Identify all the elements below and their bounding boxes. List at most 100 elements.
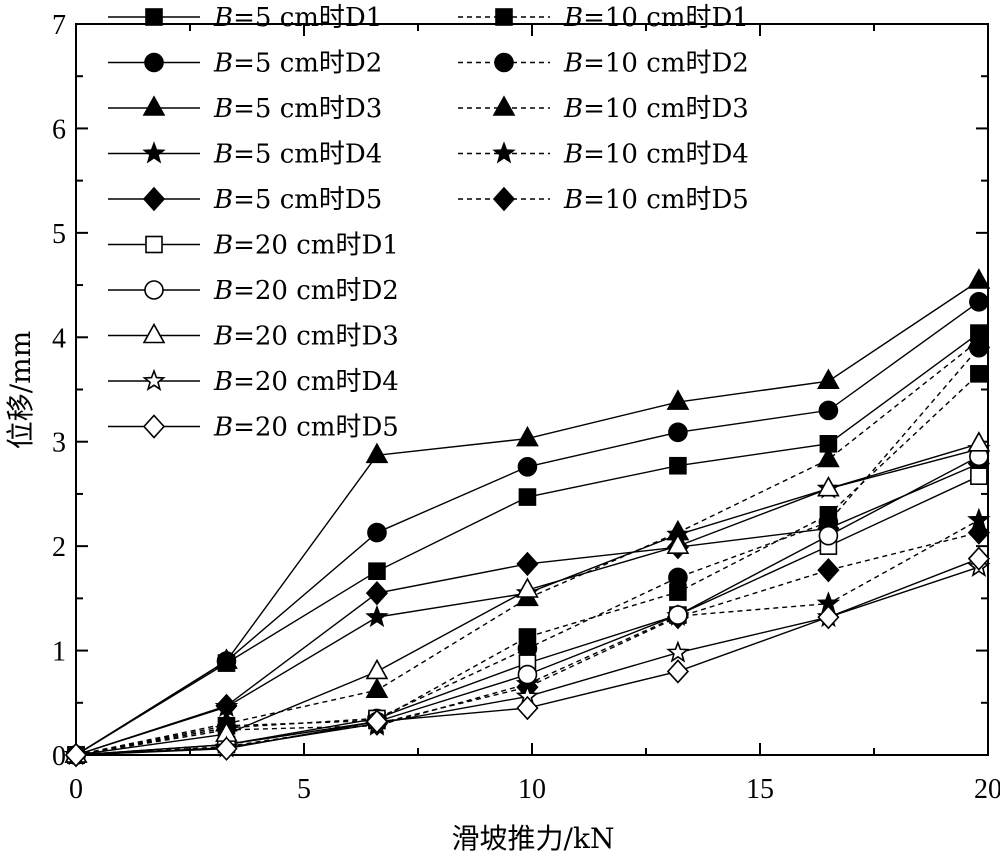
- x-axis-title: 滑坡推力/kN: [452, 822, 615, 855]
- data-point: [367, 522, 387, 543]
- legend-marker: [144, 52, 164, 73]
- legend-label-text: =5 cm时D3: [233, 94, 382, 124]
- legend-label-text: =10 cm时D3: [583, 94, 749, 124]
- data-point: [666, 640, 690, 663]
- legend-label-text: =20 cm时D1: [233, 231, 399, 261]
- data-point: [516, 551, 539, 577]
- legend-entry: B=5 cm时D4: [108, 140, 382, 170]
- data-point: [365, 580, 389, 606]
- y-tick-label: 7: [52, 10, 66, 41]
- data-point: [817, 368, 840, 389]
- legend-label-variable: B: [213, 276, 233, 306]
- y-tick-label: 5: [52, 219, 66, 250]
- legend-marker: [494, 52, 514, 73]
- y-tick-label: 3: [52, 428, 66, 459]
- data-point: [967, 268, 991, 289]
- data-point: [817, 476, 840, 497]
- axes: 0 5 10 15 20 0 1 2 3 4 5 6 7: [52, 10, 1000, 805]
- legend-label-variable: B: [563, 94, 583, 124]
- data-point: [365, 709, 389, 734]
- legend-label-text: =5 cm时D5: [233, 185, 382, 215]
- data-point: [666, 533, 690, 554]
- data-point: [969, 291, 989, 312]
- data-point: [517, 456, 538, 477]
- data-point: [668, 422, 688, 443]
- data-point: [516, 577, 539, 598]
- legend-marker: [492, 186, 516, 212]
- legend-label: B=20 cm时D5: [213, 413, 399, 443]
- data-point: [516, 425, 539, 447]
- y-tick-label: 2: [52, 532, 66, 563]
- legend-label-text: =20 cm时D2: [233, 276, 399, 306]
- legend-entry: B=10 cm时D2: [458, 49, 749, 79]
- legend-entry: B=5 cm时D2: [108, 49, 382, 79]
- legend-entry: B=10 cm时D5: [458, 185, 749, 215]
- legend-label: B=20 cm时D4: [213, 367, 399, 397]
- legend-label-text: =20 cm时D3: [233, 322, 399, 352]
- legend-marker: [144, 280, 164, 300]
- legend-entry: B=5 cm时D5: [108, 185, 382, 215]
- legend-marker: [142, 141, 166, 164]
- legend-label: B=10 cm时D5: [563, 185, 749, 215]
- data-point: [215, 648, 238, 669]
- legend-label-text: =10 cm时D1: [583, 3, 749, 33]
- legend-entry: B=20 cm时D1: [108, 231, 399, 261]
- data-point: [817, 446, 840, 468]
- legend-entry: B=5 cm时D3: [108, 94, 382, 124]
- data-point: [967, 327, 991, 349]
- data-point: [666, 389, 690, 410]
- x-tick-label: 10: [518, 774, 546, 805]
- data-point: [967, 546, 990, 571]
- legend-label: B=20 cm时D3: [213, 322, 399, 352]
- data-point: [668, 605, 688, 625]
- data-point: [365, 658, 389, 680]
- legend-label-variable: B: [213, 3, 233, 33]
- legend-marker: [145, 8, 163, 26]
- legend-marker: [142, 322, 166, 344]
- data-point: [518, 488, 537, 506]
- legend-label: B=10 cm时D1: [563, 3, 749, 33]
- legend-label-variable: B: [213, 94, 233, 124]
- legend-label-text: =5 cm时D4: [233, 140, 382, 170]
- legend-label-variable: B: [563, 185, 583, 215]
- x-tick-label: 15: [746, 774, 774, 805]
- legend-entry: B=20 cm时D5: [108, 413, 399, 443]
- legend-marker: [142, 368, 166, 391]
- legend-label-text: =20 cm时D4: [233, 367, 399, 397]
- legend-label-variable: B: [213, 185, 233, 215]
- legend-marker: [142, 414, 166, 439]
- data-point: [818, 525, 839, 546]
- data-point: [970, 467, 988, 485]
- legend-label-variable: B: [213, 413, 233, 443]
- legend-label-variable: B: [213, 367, 233, 397]
- data-point: [365, 677, 389, 699]
- data-point: [368, 562, 386, 581]
- legend-label-variable: B: [563, 49, 583, 79]
- legend-entry: B=20 cm时D2: [108, 276, 399, 306]
- legend-label-variable: B: [213, 140, 233, 170]
- legend-label-variable: B: [563, 3, 583, 33]
- legend-label: B=5 cm时D3: [213, 94, 382, 124]
- legend-label: B=20 cm时D1: [213, 231, 399, 261]
- series-layer: [64, 268, 991, 768]
- legend-marker: [145, 235, 163, 254]
- x-tick-label: 20: [974, 774, 1000, 805]
- data-point: [64, 742, 88, 768]
- data-point: [669, 456, 687, 475]
- data-point: [215, 736, 238, 761]
- data-point: [365, 604, 389, 628]
- legend-label-variable: B: [213, 49, 233, 79]
- series-3: [64, 268, 991, 763]
- data-point: [817, 557, 840, 583]
- legend-marker: [492, 95, 516, 116]
- legend-label: B=10 cm时D2: [563, 49, 749, 79]
- legend-entry: B=5 cm时D1: [108, 3, 382, 33]
- legend-label-text: =5 cm时D2: [233, 49, 382, 79]
- legend-label-text: =5 cm时D1: [233, 3, 382, 33]
- data-point: [668, 567, 688, 588]
- legend-marker: [142, 95, 166, 116]
- y-tick-label: 6: [52, 114, 66, 145]
- legend-label: B=5 cm时D5: [213, 185, 382, 215]
- legend-marker: [495, 8, 513, 26]
